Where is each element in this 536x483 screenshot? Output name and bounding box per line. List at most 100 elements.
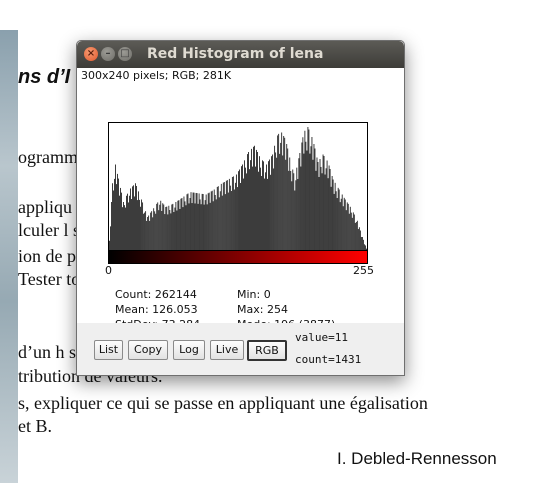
- histogram-plot[interactable]: [108, 122, 368, 253]
- histogram-bar: [240, 182, 241, 252]
- histogram-bar: [283, 136, 285, 252]
- histogram-bar: [183, 196, 185, 252]
- maximize-icon[interactable]: □: [118, 47, 132, 61]
- sidebar-image-strip: [0, 30, 18, 483]
- histogram-bar: [280, 142, 282, 252]
- histogram-bar: [198, 193, 200, 252]
- histogram-bar: [239, 169, 240, 252]
- histogram-bar: [185, 205, 187, 252]
- histogram-bar: [279, 153, 281, 252]
- histogram-bar: [181, 198, 183, 252]
- histogram-bar: [313, 144, 315, 252]
- histogram-bar: [310, 146, 312, 252]
- histogram-bar: [348, 213, 350, 252]
- histogram-window: × – □ Red Histogram of lena 300x240 pixe…: [76, 40, 405, 376]
- histogram-bar: [231, 177, 233, 252]
- histogram-bar: [174, 207, 176, 252]
- histogram-bar: [233, 189, 235, 252]
- histogram-bar: [267, 178, 268, 252]
- histogram-bar: [298, 158, 300, 252]
- histogram-bar: [210, 191, 212, 252]
- image-info: 300x240 pixels; RGB; 281K: [81, 69, 232, 82]
- histogram-bar: [316, 157, 318, 252]
- histogram-bar: [114, 178, 115, 252]
- histogram-bar: [187, 193, 189, 252]
- histogram-bar: [261, 175, 262, 252]
- histogram-bar: [211, 190, 213, 252]
- histogram-bar: [305, 141, 307, 252]
- histogram-bar: [178, 200, 180, 252]
- histogram-bar: [202, 194, 204, 252]
- histogram-bar: [355, 222, 357, 252]
- histogram-bar: [314, 148, 316, 252]
- histogram-bar: [192, 192, 194, 252]
- histogram-bar: [219, 191, 221, 252]
- histogram-bar: [289, 157, 291, 252]
- histogram-bar: [281, 132, 283, 252]
- histogram-bar: [131, 199, 132, 252]
- histogram-bar: [357, 229, 359, 252]
- histogram-bar: [116, 184, 117, 252]
- histogram-bar: [126, 195, 127, 252]
- histogram-bar: [144, 212, 146, 252]
- histogram-bar: [362, 239, 364, 252]
- histogram-bar: [216, 187, 218, 252]
- minimize-icon[interactable]: –: [101, 47, 115, 61]
- histogram-bar: [246, 173, 247, 252]
- histogram-bar: [182, 207, 184, 252]
- live-button[interactable]: Live: [210, 340, 244, 360]
- histogram-bar: [222, 182, 224, 252]
- window-titlebar[interactable]: × – □ Red Histogram of lena: [77, 41, 404, 68]
- histogram-bar: [248, 152, 249, 252]
- button-bar: List Copy Log Live RGB value=11 count=14…: [77, 323, 404, 375]
- histogram-bar: [339, 202, 341, 252]
- histogram-bar: [285, 159, 287, 252]
- histogram-bar: [324, 174, 326, 252]
- histogram-bar: [318, 176, 320, 252]
- histogram-bar: [338, 189, 340, 252]
- histogram-bar: [128, 202, 129, 252]
- count-readout: count=1431: [295, 353, 362, 366]
- histogram-bar: [129, 195, 130, 252]
- histogram-bar: [245, 167, 246, 252]
- histogram-bar: [199, 199, 201, 252]
- histogram-bar: [274, 145, 276, 252]
- histogram-bar: [224, 194, 226, 252]
- histogram-bar: [168, 205, 170, 252]
- log-button[interactable]: Log: [173, 340, 205, 360]
- histogram-bar: [201, 193, 203, 252]
- histogram-bar: [321, 173, 323, 252]
- histogram-bar: [299, 153, 301, 252]
- histogram-bar: [175, 202, 177, 252]
- histogram-bar: [333, 193, 335, 252]
- histogram-bar: [326, 160, 328, 252]
- histogram-bar: [349, 206, 351, 252]
- histogram-bar: [278, 133, 280, 252]
- list-button[interactable]: List: [94, 340, 123, 360]
- histogram-bar: [197, 203, 199, 252]
- histogram-bar: [273, 168, 275, 252]
- histogram-bar: [204, 200, 206, 252]
- histogram-bar: [180, 198, 182, 252]
- histogram-bar: [319, 159, 321, 252]
- copy-button[interactable]: Copy: [128, 340, 168, 360]
- histogram-bars: [109, 127, 367, 252]
- histogram-bar: [325, 168, 327, 252]
- histogram-bar: [132, 186, 133, 252]
- histogram-bar: [243, 178, 244, 252]
- histogram-bar: [297, 178, 299, 252]
- value-readout: value=11: [295, 331, 348, 344]
- histogram-bar: [272, 154, 274, 252]
- histogram-bar: [156, 203, 158, 252]
- histogram-bar: [270, 174, 272, 252]
- histogram-bar: [207, 193, 209, 252]
- close-icon[interactable]: ×: [84, 47, 98, 61]
- histogram-bar: [117, 173, 118, 252]
- histogram-bar: [205, 194, 207, 252]
- histogram-bar: [287, 148, 289, 252]
- histogram-bar: [186, 194, 188, 252]
- histogram-bar: [164, 214, 166, 252]
- histogram-bar: [203, 204, 205, 252]
- histogram-bar: [111, 202, 112, 252]
- rgb-button[interactable]: RGB: [247, 340, 287, 361]
